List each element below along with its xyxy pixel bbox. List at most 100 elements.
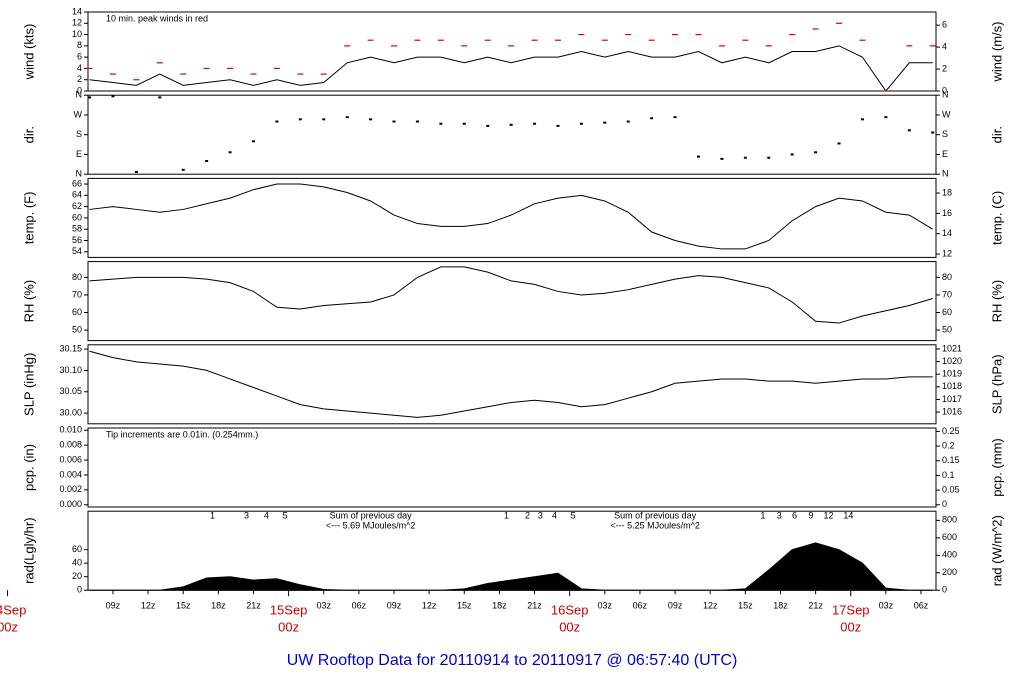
- y2-tick-label: 0: [942, 499, 947, 509]
- day-label: 14Sep: [0, 603, 26, 618]
- data-line: [89, 183, 933, 250]
- x-tick-label: 18z: [773, 601, 788, 611]
- data-dot: [860, 118, 864, 121]
- y-tick-label: W: [74, 109, 83, 119]
- y2-tick-label: 200: [942, 567, 957, 577]
- hour-mark: 4: [264, 511, 269, 521]
- y-axis-label: rad(Lgly/hr): [21, 517, 36, 583]
- y2-tick-label: W: [942, 109, 951, 119]
- panel-frame: [87, 177, 937, 258]
- y-tick-label: 60: [72, 212, 82, 222]
- x-tick-label: 03z: [598, 601, 613, 611]
- y2-tick-label: 2: [942, 63, 947, 73]
- x-tick-label: 09z: [668, 601, 683, 611]
- y2-tick-label: 18: [942, 187, 952, 197]
- y2-axis-label: dir.: [989, 126, 1004, 143]
- x-tick-label: 21z: [527, 601, 542, 611]
- x-tick-label: 03z: [879, 601, 894, 611]
- y2-tick-label: 0.05: [942, 484, 960, 494]
- y-axis-label: SLP (inHg): [21, 353, 36, 416]
- y-tick-label: N: [76, 169, 83, 179]
- panel-frame: [87, 11, 937, 92]
- y2-axis-label: wind (m/s): [989, 22, 1004, 83]
- y2-tick-label: E: [942, 149, 948, 159]
- day-label: 16Sep: [551, 603, 589, 618]
- y-tick-label: 80: [72, 272, 82, 282]
- data-dot: [837, 142, 841, 145]
- x-tick-label: 18z: [492, 601, 507, 611]
- hour-mark: 4: [552, 511, 557, 521]
- data-dot: [392, 120, 396, 123]
- hour-mark: 2: [525, 511, 530, 521]
- data-dot: [111, 95, 115, 98]
- y-axis-label: RH (%): [21, 280, 36, 323]
- data-dot: [415, 120, 419, 123]
- annotation: Tip increments are 0.01in. (0.254mm.): [106, 429, 258, 439]
- data-dot: [533, 122, 537, 125]
- data-line: [89, 45, 933, 92]
- y2-axis-label: RH (%): [989, 280, 1004, 323]
- day-label: 17Sep: [832, 603, 870, 618]
- x-tick-label: 06z: [352, 601, 367, 611]
- y2-tick-label: 1019: [942, 369, 962, 379]
- data-dot: [369, 118, 373, 121]
- y2-tick-label: 70: [942, 289, 952, 299]
- hour-mark: 1: [760, 511, 765, 521]
- x-tick-label: 03z: [316, 601, 331, 611]
- data-dot: [134, 171, 138, 174]
- data-dot: [650, 117, 654, 120]
- hour-mark: 3: [538, 511, 543, 521]
- day-hour-label: 00z: [0, 620, 18, 635]
- data-dot: [696, 155, 700, 158]
- y-tick-label: 0: [77, 585, 82, 595]
- data-dot: [743, 156, 747, 159]
- x-tick-label: 15z: [738, 601, 753, 611]
- y-tick-label: 0.004: [59, 469, 82, 479]
- y2-tick-label: 80: [942, 272, 952, 282]
- y-tick-label: 66: [72, 178, 82, 188]
- y-tick-label: 30.00: [59, 407, 82, 417]
- y-tick-label: 0.008: [59, 440, 82, 450]
- data-line: [89, 266, 933, 324]
- note: Sum of previous day: [330, 511, 413, 521]
- data-dot: [88, 96, 92, 99]
- y-tick-label: 2: [77, 74, 82, 84]
- note: Sum of previous day: [614, 511, 697, 521]
- data-dot: [298, 118, 302, 121]
- day-hour-label: 00z: [278, 620, 299, 635]
- data-dot: [158, 96, 162, 99]
- y2-axis-label: SLP (hPa): [989, 354, 1004, 414]
- data-dot: [884, 116, 888, 119]
- y2-tick-label: 0: [942, 585, 947, 595]
- data-line: [89, 350, 933, 418]
- y2-tick-label: 800: [942, 515, 957, 525]
- x-tick-label: 12z: [422, 601, 437, 611]
- data-dot: [673, 116, 677, 119]
- y2-tick-label: 0: [942, 85, 947, 95]
- y-tick-label: 14: [72, 6, 82, 16]
- y2-axis-label: temp. (C): [989, 191, 1004, 245]
- data-dot: [205, 160, 209, 163]
- y-tick-label: 64: [72, 190, 82, 200]
- x-tick-label: 12z: [703, 601, 718, 611]
- data-dot: [767, 156, 771, 159]
- data-dot: [907, 129, 911, 132]
- y-tick-label: 0.010: [59, 425, 82, 435]
- y2-tick-label: 400: [942, 550, 957, 560]
- x-tick-label: 15z: [457, 601, 472, 611]
- data-dot: [322, 118, 326, 121]
- y2-tick-label: N: [942, 169, 949, 179]
- x-tick-label: 15z: [176, 601, 191, 611]
- y-tick-label: 30.05: [59, 386, 82, 396]
- hour-mark: 9: [808, 511, 813, 521]
- x-tick-label: 18z: [211, 601, 226, 611]
- y-tick-label: 54: [72, 246, 82, 256]
- y-tick-label: 6: [77, 52, 82, 62]
- y2-tick-label: 50: [942, 324, 952, 334]
- y-tick-label: 0.002: [59, 484, 82, 494]
- hour-mark: 3: [777, 511, 782, 521]
- y-tick-label: 58: [72, 224, 82, 234]
- y-tick-label: 40: [72, 558, 82, 568]
- hour-mark: 12: [823, 511, 833, 521]
- y-tick-label: 4: [77, 63, 82, 73]
